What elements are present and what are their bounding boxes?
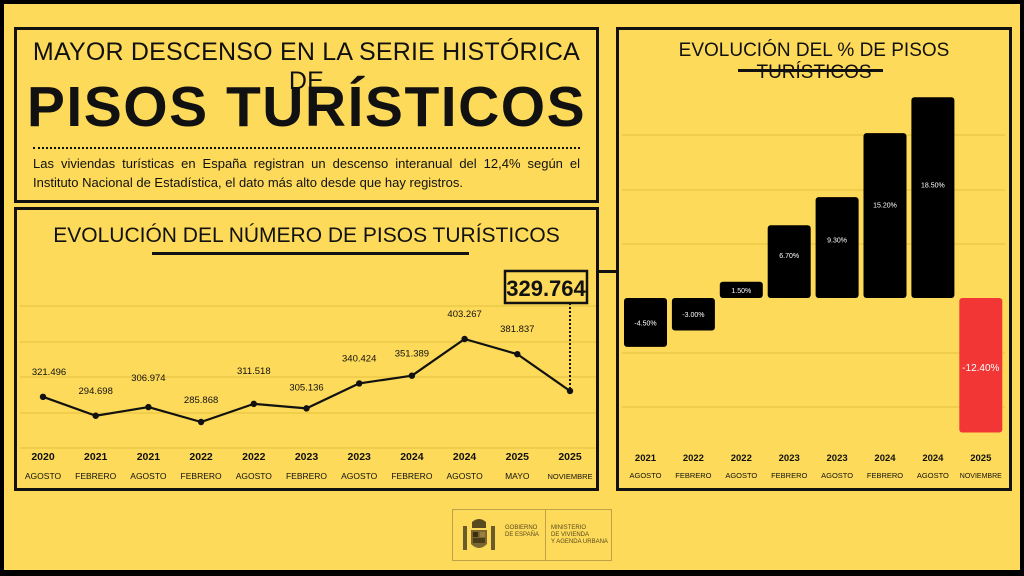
- line-chart-panel: EVOLUCIÓN DEL NÚMERO DE PISOS TURÍSTICOS: [14, 207, 599, 491]
- logo-ministerio-line1: MINISTERIO: [551, 525, 587, 531]
- line-chart-title: EVOLUCIÓN DEL NÚMERO DE PISOS TURÍSTICOS: [53, 224, 560, 247]
- data-label: 403.267: [447, 309, 481, 320]
- x-tick-year: 2024: [874, 453, 896, 464]
- logo-gobierno-line1: GOBIERNO: [505, 525, 538, 531]
- x-tick-year: 2024: [453, 451, 477, 463]
- data-point: [197, 418, 205, 426]
- x-tick-month: FEBRERO: [675, 471, 711, 480]
- description-text: Las viviendas turísticas en España regis…: [33, 156, 580, 190]
- x-tick-month: MAYO: [505, 471, 530, 481]
- x-tick-year: 2024: [922, 453, 944, 464]
- data-point: [461, 335, 468, 343]
- x-tick-month: FEBRERO: [391, 471, 432, 481]
- annotation-box: [503, 269, 589, 305]
- x-tick-year: 2022: [683, 453, 704, 464]
- logo-gobierno-line2: DE ESPAÑA: [505, 532, 539, 538]
- x-tick-month: AGOSTO: [630, 471, 662, 480]
- data-label: 311.518: [237, 366, 271, 377]
- x-tick-month: AGOSTO: [917, 471, 949, 480]
- x-tick-year: 2021: [84, 451, 108, 463]
- title-underline: [738, 69, 883, 72]
- page-title: PISOS TURÍSTICOS: [26, 75, 587, 139]
- bar: [624, 298, 667, 347]
- data-point: [514, 350, 521, 358]
- coat-of-arms-icon: [463, 519, 495, 550]
- x-tick-month: FEBRERO: [181, 471, 222, 481]
- x-tick-month: AGOSTO: [725, 471, 757, 480]
- bar-label: -12.40%: [962, 363, 999, 374]
- x-tick-year: 2022: [242, 451, 266, 463]
- dotted-divider: [33, 147, 580, 149]
- data-point: [39, 393, 47, 401]
- data-point: [566, 387, 574, 395]
- bar-label: 1.50%: [731, 288, 751, 295]
- x-tick-year: 2022: [731, 453, 752, 464]
- data-point: [303, 405, 310, 412]
- bar-highlight: [959, 298, 1003, 433]
- bar-chart-panel: EVOLUCIÓN DEL % DE PISOS TURÍSTICOS: [616, 27, 1012, 491]
- bar: [719, 281, 763, 298]
- data-label: 285.868: [184, 395, 218, 406]
- bar: [671, 298, 715, 331]
- x-tick-month: FEBRERO: [286, 471, 327, 481]
- x-tick-year: 2021: [635, 453, 657, 464]
- data-point: [356, 380, 363, 387]
- x-tick-year: 2025: [506, 451, 530, 463]
- x-tick-year: 2023: [779, 453, 800, 464]
- panel-connector: [599, 270, 619, 273]
- bar-chart-title: EVOLUCIÓN DEL % DE PISOS TURÍSTICOS: [678, 40, 950, 83]
- headline: MAYOR DESCENSO EN LA SERIE HISTÓRICA DE: [32, 38, 581, 95]
- x-tick-month: AGOSTO: [341, 471, 378, 481]
- data-label: 306.974: [131, 373, 165, 384]
- bar-label: 6.70%: [779, 253, 799, 260]
- data-label: 294.698: [79, 386, 113, 397]
- x-tick-month: FEBRERO: [867, 471, 903, 480]
- logo-ministerio-line3: Y AGENDA URBANA: [551, 539, 608, 545]
- logo-divider: [545, 510, 546, 560]
- data-label: 305.136: [289, 382, 323, 393]
- government-logo: GOBIERNO DE ESPAÑA MINISTERIO DE VIVIEND…: [452, 509, 612, 561]
- x-tick-year: 2021: [137, 451, 161, 463]
- bar-label: 15.20%: [873, 202, 897, 209]
- x-tick-year: 2025: [970, 453, 992, 464]
- x-tick-year: 2025: [558, 451, 582, 463]
- annotation-value: 329.764: [506, 276, 586, 301]
- x-tick-month: NOVIEMBRE: [960, 473, 1002, 480]
- bar-label: -3.00%: [682, 312, 704, 319]
- data-label: 381.837: [500, 324, 534, 335]
- x-tick-month: FEBRERO: [75, 471, 116, 481]
- bar: [767, 225, 811, 298]
- x-tick-year: 2023: [827, 453, 848, 464]
- bar-label: -4.50%: [634, 320, 656, 327]
- headline-panel: MAYOR DESCENSO EN LA SERIE HISTÓRICA DE …: [14, 27, 599, 203]
- x-tick-year: 2023: [348, 451, 372, 463]
- data-point: [145, 403, 152, 411]
- x-tick-year: 2020: [31, 451, 55, 463]
- data-label: 351.389: [395, 349, 429, 360]
- data-point: [408, 372, 416, 379]
- x-tick-month: AGOSTO: [25, 471, 62, 481]
- x-tick-month: AGOSTO: [446, 471, 483, 481]
- x-tick-month: NOVIEMBRE: [547, 472, 592, 481]
- bar-label: 9.30%: [827, 238, 847, 245]
- bar: [863, 133, 907, 298]
- x-tick-year: 2023: [295, 451, 319, 463]
- x-tick-year: 2024: [400, 451, 424, 463]
- x-tick-year: 2022: [189, 451, 213, 463]
- x-tick-month: FEBRERO: [771, 471, 807, 480]
- logo-ministerio-line2: DE VIVIENDA: [551, 532, 590, 538]
- bar: [815, 197, 859, 298]
- title-underline: [152, 252, 469, 255]
- data-label: 340.424: [342, 353, 376, 364]
- bar-label: 18.50%: [921, 183, 945, 190]
- data-point: [250, 400, 257, 408]
- x-tick-month: AGOSTO: [236, 471, 273, 481]
- x-tick-month: AGOSTO: [821, 471, 853, 480]
- data-point: [92, 412, 99, 419]
- data-label: 321.496: [32, 367, 66, 378]
- bar: [911, 97, 955, 299]
- x-tick-month: AGOSTO: [130, 471, 167, 481]
